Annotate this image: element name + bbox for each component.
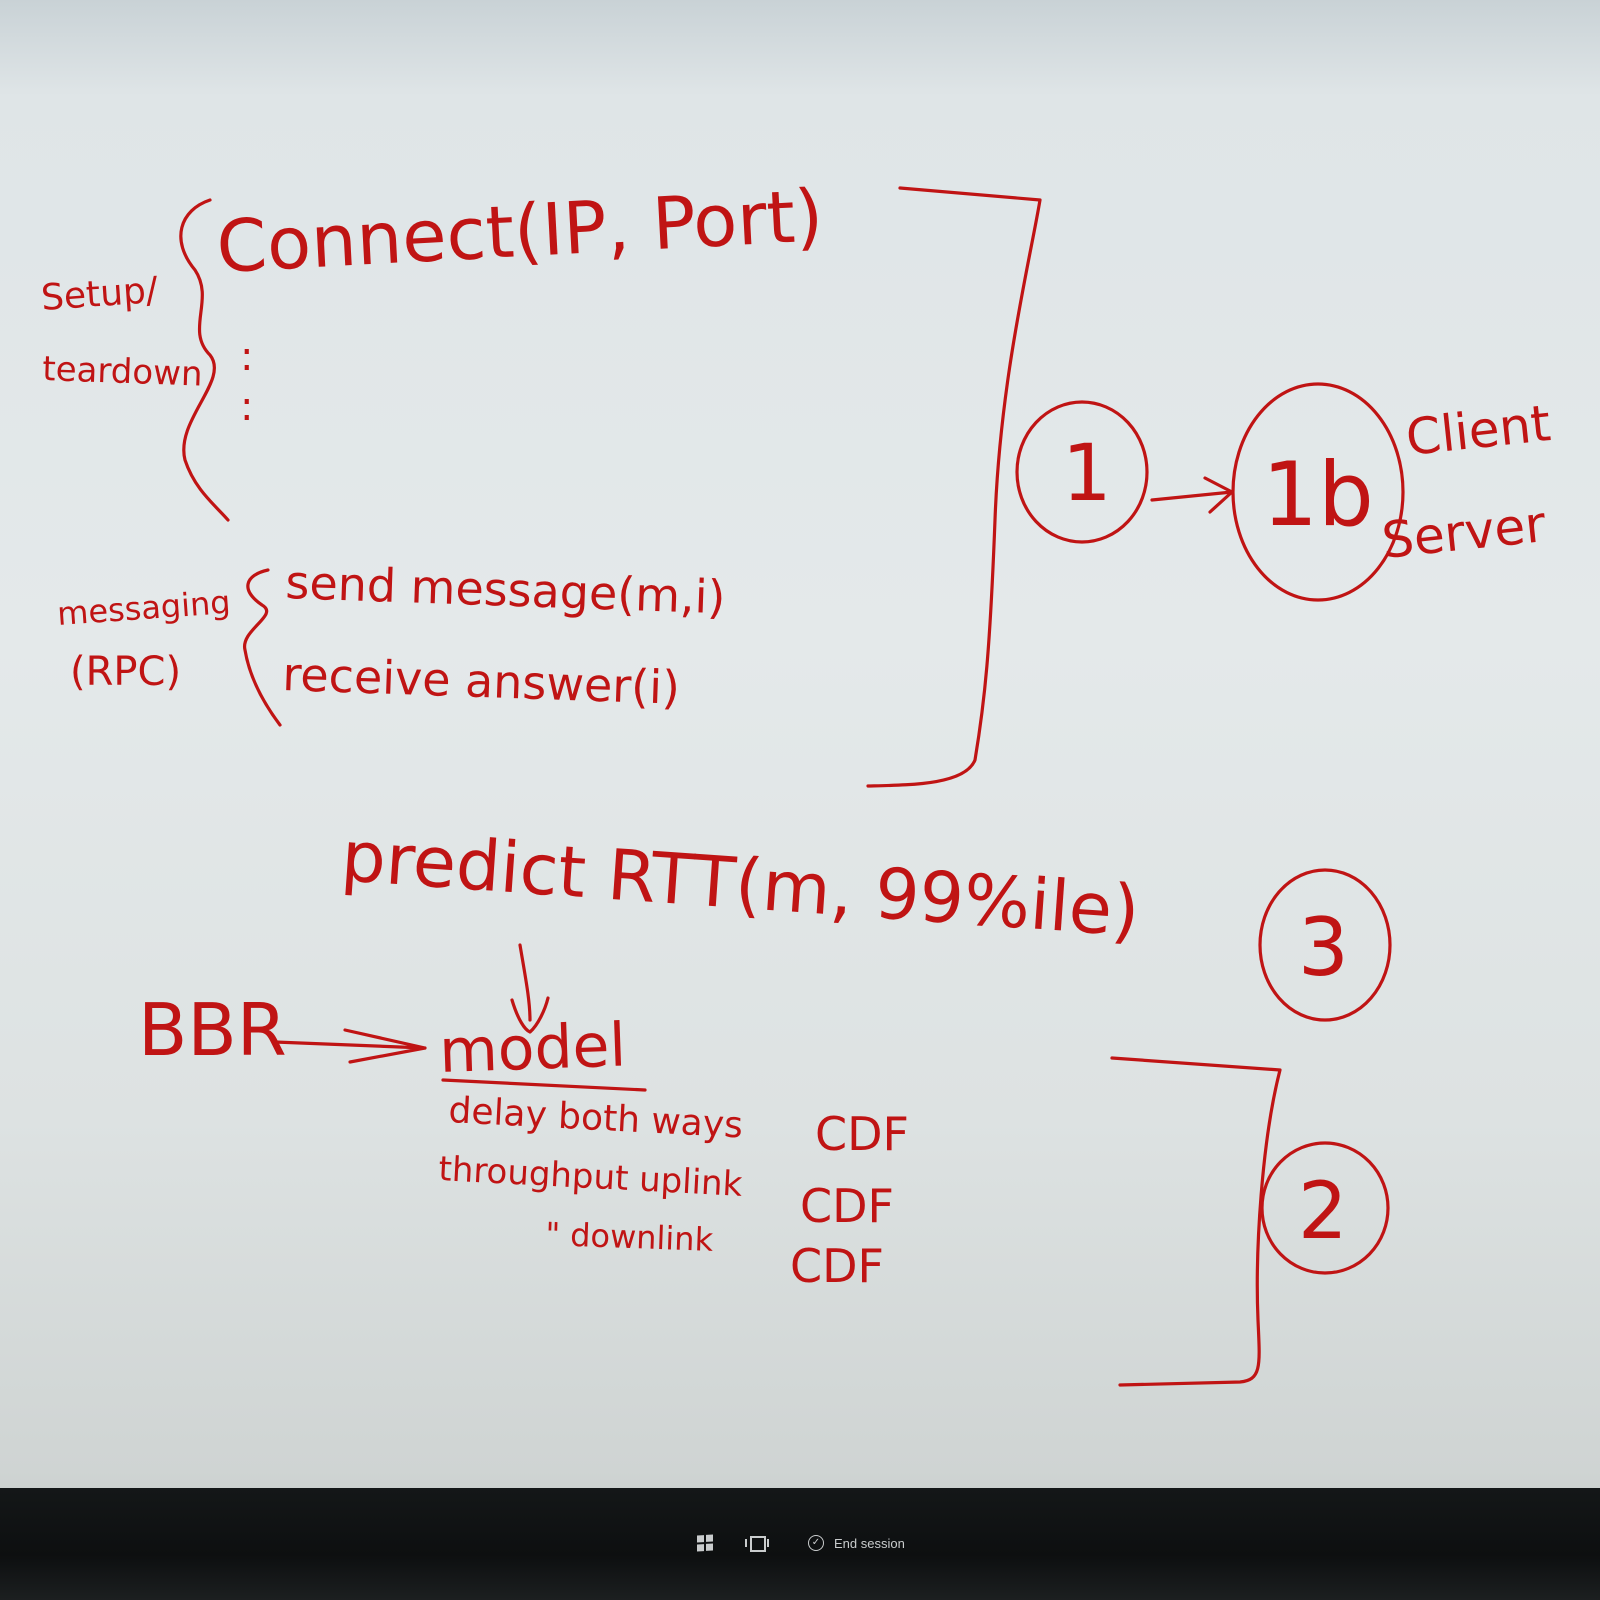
receive-answer-call: receive answer(i): [282, 647, 681, 715]
model-item-name: throughput uplink: [438, 1149, 744, 1205]
predict-rtt-call: predict RTT(m, 99%ile): [339, 815, 1142, 953]
bbr-label: BBR: [138, 988, 287, 1072]
end-session-label: End session: [834, 1535, 905, 1551]
taskbar: [0, 1488, 1600, 1600]
circle-1-label: 1: [1062, 429, 1112, 519]
model-item-dist: CDF: [800, 1179, 894, 1233]
task-view-button[interactable]: [745, 1528, 773, 1558]
circle-1b-label: 1b: [1262, 443, 1374, 546]
model-item-name: delay both ways: [448, 1090, 744, 1146]
setup-label: Setup/: [40, 270, 160, 319]
circle-1-outline: [1015, 400, 1149, 544]
setup-dots-2: :: [240, 384, 253, 430]
model-item-dist: CDF: [790, 1239, 884, 1293]
circle-1b-outline: [1231, 382, 1405, 602]
connect-call: Connect(IP, Port): [214, 173, 825, 289]
check-circle-icon: ✓: [808, 1535, 824, 1551]
setup-dots: :: [240, 334, 253, 380]
messaging-label: messaging: [56, 583, 232, 633]
section-2-bracket: [1110, 1056, 1282, 1387]
windows-logo-icon: [697, 1534, 713, 1552]
send-message-call: send message(m,i): [285, 555, 727, 624]
rpc-label: (RPC): [70, 649, 181, 695]
section-1-bracket: [866, 186, 1042, 788]
model-label: model: [438, 1011, 627, 1087]
circle-3-outline: [1258, 868, 1392, 1022]
predict-to-model-arrow: [510, 943, 550, 1034]
messaging-brace: [243, 568, 282, 727]
task-view-icon: [745, 1535, 769, 1552]
start-button[interactable]: [697, 1528, 719, 1558]
teardown-label: teardown: [42, 349, 204, 395]
client-label: Client: [1403, 394, 1553, 467]
model-item-dist: CDF: [815, 1107, 909, 1161]
circle-3-label: 3: [1298, 901, 1349, 994]
end-session-button[interactable]: ✓ End session: [808, 1528, 918, 1558]
model-underline: [441, 1078, 647, 1092]
server-label: Server: [1379, 495, 1549, 570]
model-item-name: " downlink: [545, 1215, 715, 1259]
circle-2-outline: [1260, 1141, 1390, 1275]
circle-2-label: 2: [1298, 1167, 1348, 1257]
arrow-1-to-1b: [1150, 476, 1234, 514]
bbr-to-model-arrow: [273, 1028, 427, 1064]
setup-brace: [179, 198, 230, 522]
